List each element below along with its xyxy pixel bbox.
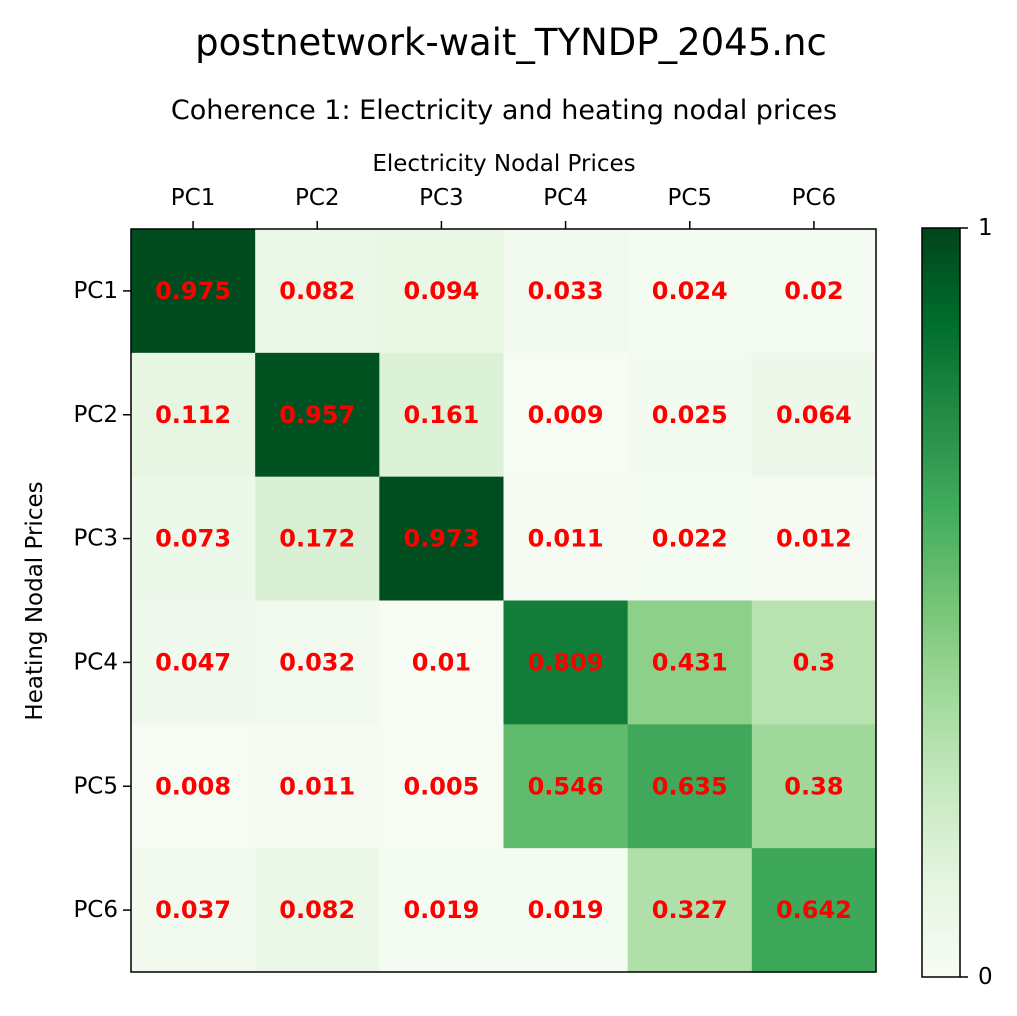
cell-label-r1-c1: 0.975 <box>155 277 231 305</box>
chart-title: Coherence 1: Electricity and heating nod… <box>171 95 837 126</box>
cell-label-r1-c3: 0.094 <box>403 277 479 305</box>
cell-label-r4-c6: 0.3 <box>793 648 836 676</box>
x-tick-label-6: PC6 <box>792 185 837 211</box>
cell-label-r6-c3: 0.019 <box>403 896 479 924</box>
heatmap-cell-r5-c2 <box>255 724 380 849</box>
cell-label-r4-c2: 0.032 <box>279 648 355 676</box>
heatmap-cell-r4-c2 <box>255 600 380 725</box>
cell-label-r4-c4: 0.809 <box>528 648 604 676</box>
cell-label-r3-c2: 0.172 <box>279 525 355 553</box>
x-tick-label-5: PC5 <box>667 185 712 211</box>
cell-label-r6-c1: 0.037 <box>155 896 231 924</box>
colorbar-tick-label-2: 1 <box>978 215 993 241</box>
heatmap-cell-r5-c6 <box>751 724 877 849</box>
cell-label-r3-c1: 0.073 <box>155 525 231 553</box>
y-ticks: PC1 PC2 PC3 PC4 PC5 PC6 <box>73 278 131 923</box>
heatmap-cell-r2-c2 <box>255 352 380 478</box>
cell-label-r2-c2: 0.957 <box>279 401 355 429</box>
heatmap-cell-r5-c3 <box>379 724 505 849</box>
heatmap-cell-r1-c5 <box>627 229 753 354</box>
heatmap-cell-r5-c1 <box>131 724 256 849</box>
heatmap-cell-r3-c5 <box>627 476 753 602</box>
cell-label-r1-c4: 0.033 <box>528 277 604 305</box>
heatmap-cell-r2-c1 <box>131 352 256 478</box>
cell-label-r6-c5: 0.327 <box>652 896 728 924</box>
cell-label-r5-c2: 0.011 <box>279 772 355 800</box>
cell-label-r2-c5: 0.025 <box>652 401 728 429</box>
figure-suptitle: postnetwork-wait_TYNDP_2045.nc <box>195 21 827 64</box>
y-axis-label: Heating Nodal Prices <box>22 481 48 720</box>
heatmap-cell-r6-c5 <box>627 848 753 973</box>
heatmap-cells <box>131 229 877 973</box>
heatmap-cell-r3-c6 <box>751 476 877 602</box>
cell-label-r5-c5: 0.635 <box>652 772 728 800</box>
heatmap-cell-r4-c5 <box>627 600 753 725</box>
cell-label-r3-c6: 0.012 <box>776 525 852 553</box>
heatmap-cell-r6-c1 <box>131 848 256 973</box>
heatmap-cell-r3-c3 <box>379 476 505 602</box>
x-tick-label-2: PC2 <box>295 185 340 211</box>
cell-label-r5-c1: 0.008 <box>155 772 231 800</box>
cell-label-r2-c3: 0.161 <box>403 401 479 429</box>
cell-label-r6-c6: 0.642 <box>776 896 852 924</box>
y-tick-label-1: PC1 <box>73 278 118 304</box>
cell-label-r6-c4: 0.019 <box>528 896 604 924</box>
y-tick-label-4: PC4 <box>73 649 118 675</box>
heatmap-cell-r6-c2 <box>255 848 380 973</box>
y-tick-label-2: PC2 <box>73 402 118 428</box>
heatmap-cell-r1-c4 <box>503 229 629 354</box>
x-tick-label-1: PC1 <box>171 185 216 211</box>
cell-label-r1-c5: 0.024 <box>652 277 728 305</box>
heatmap-cell-r4-c3 <box>379 600 505 725</box>
plot-frame <box>130 228 877 973</box>
cell-label-r2-c4: 0.009 <box>528 401 604 429</box>
y-tick-label-5: PC5 <box>73 773 118 799</box>
cell-label-r2-c6: 0.064 <box>776 401 852 429</box>
colorbar <box>921 227 961 978</box>
heatmap-cell-r6-c4 <box>503 848 629 973</box>
heatmap-cell-r1-c2 <box>255 229 380 354</box>
cell-label-r1-c2: 0.082 <box>279 277 355 305</box>
heatmap-cell-r2-c5 <box>627 352 753 478</box>
cell-label-r5-c3: 0.005 <box>403 772 479 800</box>
heatmap-cell-r6-c3 <box>379 848 505 973</box>
heatmap-cell-r3-c4 <box>503 476 629 602</box>
cell-label-r4-c5: 0.431 <box>652 648 728 676</box>
heatmap-cell-r4-c1 <box>131 600 256 725</box>
heatmap-cell-r4-c4 <box>503 600 629 725</box>
cell-label-r5-c6: 0.38 <box>784 772 843 800</box>
heatmap-cell-r1-c3 <box>379 229 505 354</box>
heatmap-cell-r2-c4 <box>503 352 629 478</box>
cell-label-r4-c1: 0.047 <box>155 648 231 676</box>
heatmap-cell-r2-c6 <box>751 352 877 478</box>
heatmap-cell-r5-c4 <box>503 724 629 849</box>
heatmap-cell-labels: 0.975 0.082 0.094 0.033 0.024 0.02 0.112 0.957 0… <box>155 277 852 924</box>
cell-label-r3-c4: 0.011 <box>528 525 604 553</box>
heatmap-cell-r4-c6 <box>751 600 877 725</box>
heatmap-cell-r6-c6 <box>751 848 877 973</box>
heatmap-cell-r3-c2 <box>255 476 380 602</box>
x-tick-label-3: PC3 <box>419 185 464 211</box>
x-ticks: PC1 PC2 PC3 PC4 PC5 PC6 <box>171 185 836 229</box>
cell-label-r5-c4: 0.546 <box>528 772 604 800</box>
y-tick-label-6: PC6 <box>73 897 118 923</box>
cell-label-r1-c6: 0.02 <box>784 277 843 305</box>
heatmap-cell-r3-c1 <box>131 476 256 602</box>
y-tick-label-3: PC3 <box>73 526 118 552</box>
cell-label-r3-c5: 0.022 <box>652 525 728 553</box>
heatmap-cell-r2-c3 <box>379 352 505 478</box>
heatmap-cell-r5-c5 <box>627 724 753 849</box>
cell-label-r6-c2: 0.082 <box>279 896 355 924</box>
cell-label-r3-c3: 0.973 <box>403 525 479 553</box>
heatmap-cell-r1-c1 <box>131 229 256 354</box>
colorbar-tick-label-1: 0 <box>978 964 993 990</box>
cell-label-r2-c1: 0.112 <box>155 401 231 429</box>
x-axis-label: Electricity Nodal Prices <box>372 151 635 177</box>
x-tick-label-4: PC4 <box>543 185 588 211</box>
heatmap-cell-r1-c6 <box>751 229 877 354</box>
colorbar-ticks: 01 <box>960 215 993 990</box>
cell-label-r4-c3: 0.01 <box>412 648 471 676</box>
